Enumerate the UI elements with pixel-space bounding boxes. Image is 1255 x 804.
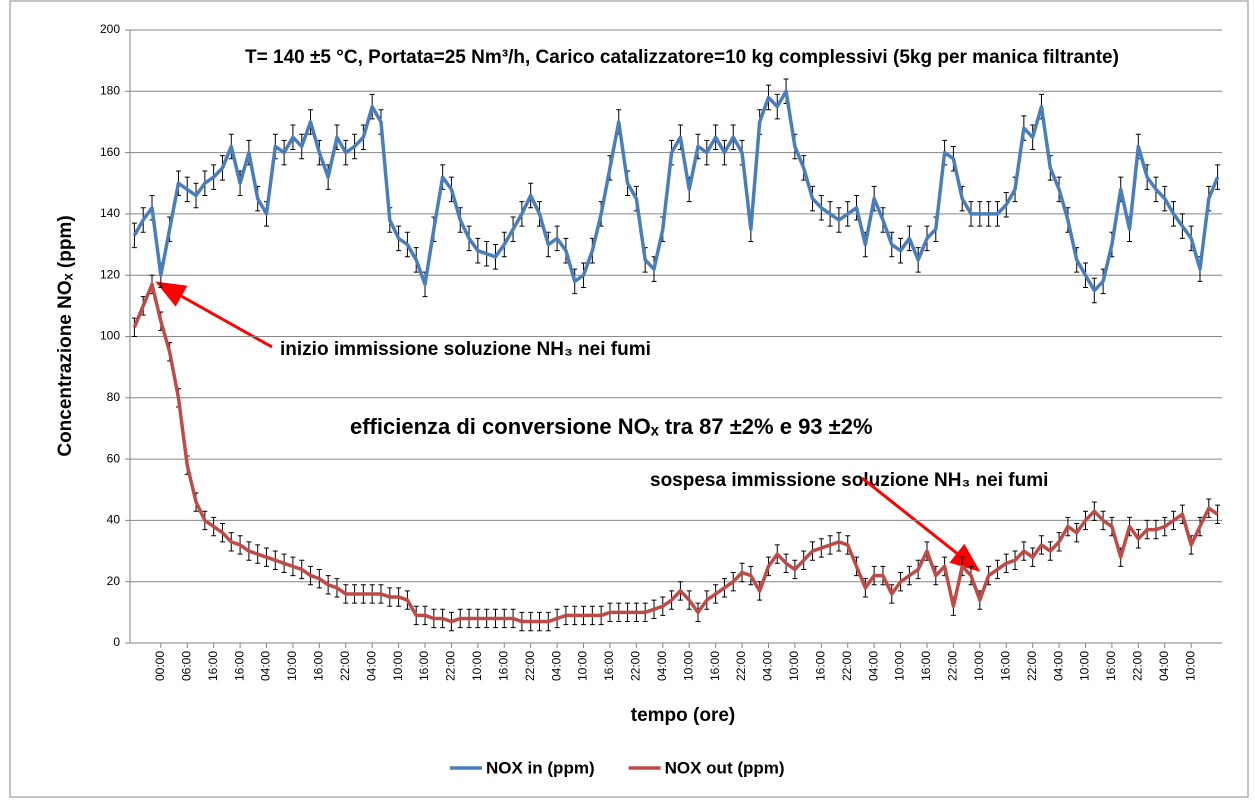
x-tick-label: 10:00 (576, 651, 590, 681)
y-axis-title: Concentrazione NOₓ (ppm) (55, 215, 76, 456)
y-tick-label: 140 (100, 206, 120, 220)
y-tick-label: 20 (107, 574, 121, 588)
x-tick-label: 22:00 (629, 651, 643, 681)
x-tick-label: 22:00 (444, 651, 458, 681)
x-tick-label: 22:00 (1131, 651, 1145, 681)
y-tick-label: 120 (100, 267, 120, 281)
error-bar (131, 222, 137, 249)
y-tick-label: 160 (100, 145, 120, 159)
x-tick-label: 06:00 (179, 651, 193, 681)
data-line (132, 282, 1219, 624)
x-tick-label: 10:00 (391, 651, 405, 681)
x-tick-label: 10:00 (787, 651, 801, 681)
chart-title: T= 140 ±5 °C, Portata=25 Nm³/h, Carico c… (245, 47, 1119, 68)
x-tick-label: 16:00 (602, 651, 616, 681)
x-tick-label: 04:00 (866, 651, 880, 681)
x-tick-label: 16:00 (708, 651, 722, 681)
error-bar (131, 317, 137, 337)
y-tick-label: 40 (107, 513, 121, 527)
x-tick-label: 16:00 (813, 651, 827, 681)
y-tick-label: 180 (100, 83, 120, 97)
x-tick-label: 22:00 (840, 651, 854, 681)
y-tick-label: 80 (107, 390, 121, 404)
x-tick-label: 22:00 (734, 651, 748, 681)
x-tick-label: 10:00 (1183, 651, 1197, 681)
annotation: efficienza di conversione NOₓ tra 87 ±2%… (350, 414, 873, 439)
x-tick-label: 10:00 (285, 651, 299, 681)
x-tick-label: 16:00 (496, 651, 510, 681)
arrow (861, 476, 981, 572)
y-tick-label: 200 (100, 22, 120, 36)
x-tick-label: 10:00 (1078, 651, 1092, 681)
x-tick-label: 04:00 (655, 651, 669, 681)
legend-label: NOX in (ppm) (486, 758, 595, 777)
data-line (132, 89, 1220, 293)
x-tick-label: 22:00 (338, 651, 352, 681)
x-tick-label: 10:00 (681, 651, 695, 681)
chart-frame (9, 0, 1249, 798)
x-tick-label: 04:00 (1157, 651, 1171, 681)
x-tick-label: 04:00 (259, 651, 273, 681)
x-tick-label: 10:00 (893, 651, 907, 681)
legend-label: NOX out (ppm) (665, 758, 785, 777)
x-axis-title: tempo (ore) (631, 705, 736, 726)
x-tick-label: 10:00 (470, 651, 484, 681)
x-tick-label: 16:00 (919, 651, 933, 681)
x-tick-label: 22:00 (946, 651, 960, 681)
x-tick-label: 04:00 (1051, 651, 1065, 681)
x-tick-label: 16:00 (998, 651, 1012, 681)
annotation: sospesa immissione soluzione NH₃ nei fum… (650, 470, 1048, 491)
error-bar (1215, 504, 1221, 524)
x-tick-label: 22:00 (1025, 651, 1039, 681)
x-tick-label: 22:00 (523, 651, 537, 681)
x-tick-label: 16:00 (232, 651, 246, 681)
x-tick-label: 00:00 (153, 651, 167, 681)
x-tick-label: 16:00 (206, 651, 220, 681)
y-tick-label: 100 (100, 329, 120, 343)
y-tick-label: 60 (107, 451, 121, 465)
x-tick-label: 04:00 (364, 651, 378, 681)
x-tick-label: 04:00 (761, 651, 775, 681)
error-bar (1215, 164, 1221, 190)
x-tick-label: 10:00 (972, 651, 986, 681)
annotation: inizio immissione soluzione NH₃ nei fumi (280, 339, 651, 360)
y-tick-label: 0 (113, 635, 120, 649)
x-tick-label: 16:00 (1104, 651, 1118, 681)
x-tick-label: 04:00 (549, 651, 563, 681)
x-tick-label: 16:00 (312, 651, 326, 681)
x-tick-label: 16:00 (417, 651, 431, 681)
